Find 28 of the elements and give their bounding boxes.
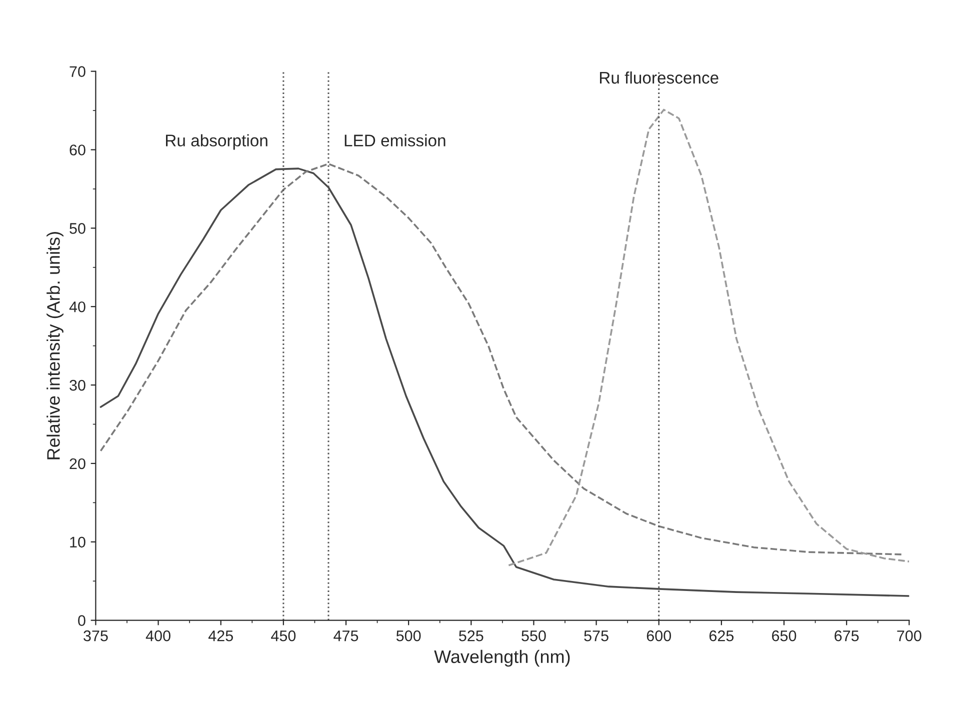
annotation: Ru fluorescence: [600, 71, 718, 84]
x-tick-label: 400: [146, 630, 170, 642]
y-tick-label: 70: [70, 66, 86, 77]
annotation: Ru absorption: [166, 134, 268, 150]
y-tick-label: 0: [78, 615, 86, 626]
line-series: [508, 108, 910, 566]
x-tick-label: 600: [646, 630, 672, 642]
x-tick-label: 625: [709, 630, 734, 642]
x-tick-label: 550: [522, 630, 546, 642]
x-tick-label: 650: [772, 630, 796, 642]
x-tick-label: 700: [897, 630, 922, 642]
x-tick-label: 475: [334, 630, 358, 642]
annotation: LED emission: [344, 134, 446, 146]
x-tick-label: 500: [396, 630, 421, 642]
y-tick-label: 40: [69, 301, 86, 312]
y-tick-label: 50: [70, 223, 86, 234]
x-tick-label: 525: [459, 630, 484, 642]
y-axis-title: Relative intensity (Arb. units): [46, 232, 64, 460]
x-tick-label: 675: [834, 630, 859, 642]
y-tick-label: 60: [70, 144, 86, 156]
x-tick-label: 450: [271, 630, 296, 642]
x-tick-label: 425: [208, 630, 233, 642]
x-tick-label: 575: [584, 630, 608, 642]
y-tick-label: 10: [70, 536, 86, 548]
x-axis-title: Wavelength (nm): [434, 650, 570, 667]
y-tick-label: 30: [70, 380, 86, 391]
x-tick-label: 375: [84, 630, 108, 642]
y-tick-label: 20: [70, 458, 86, 470]
